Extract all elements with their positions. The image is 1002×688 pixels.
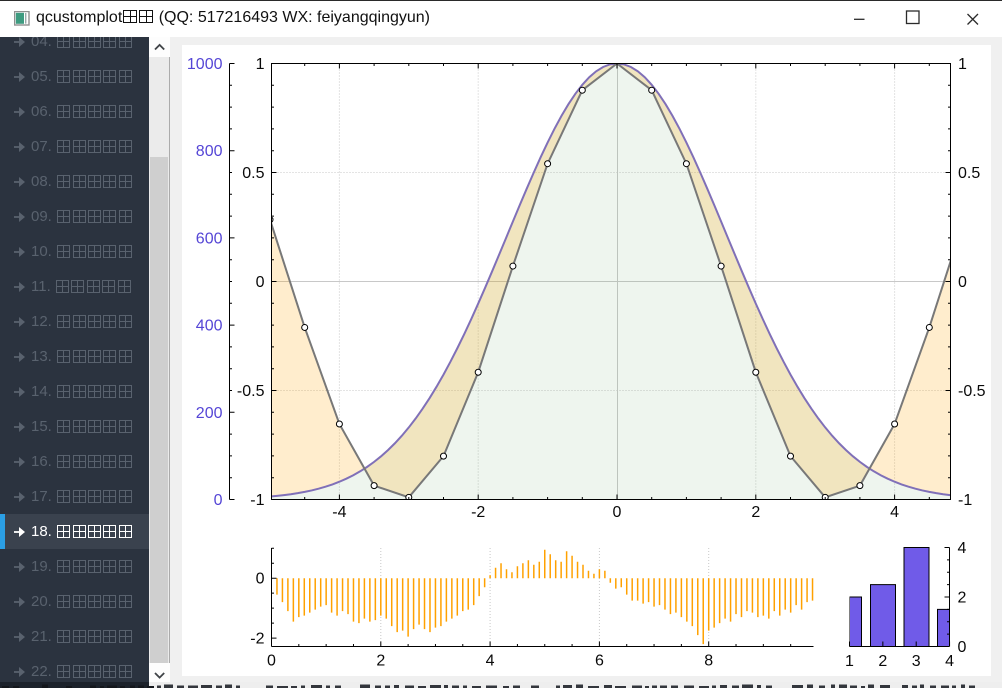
svg-text:4: 4 bbox=[890, 504, 899, 521]
svg-text:200: 200 bbox=[196, 405, 223, 422]
svg-text:1000: 1000 bbox=[187, 56, 223, 73]
svg-text:0: 0 bbox=[256, 274, 265, 291]
svg-text:2: 2 bbox=[376, 652, 385, 669]
svg-text:2: 2 bbox=[878, 653, 887, 670]
svg-text:0: 0 bbox=[958, 274, 967, 291]
svg-text:1: 1 bbox=[958, 56, 967, 73]
svg-text:4: 4 bbox=[958, 540, 967, 557]
svg-text:-1: -1 bbox=[958, 492, 972, 509]
svg-text:8: 8 bbox=[704, 652, 713, 669]
svg-text:-4: -4 bbox=[332, 504, 346, 521]
svg-text:0: 0 bbox=[613, 504, 622, 521]
svg-text:6: 6 bbox=[595, 652, 604, 669]
svg-text:3: 3 bbox=[912, 653, 921, 670]
svg-text:4: 4 bbox=[486, 652, 495, 669]
svg-text:1: 1 bbox=[845, 653, 854, 670]
svg-text:0: 0 bbox=[958, 639, 967, 656]
svg-text:-2: -2 bbox=[250, 631, 264, 648]
svg-text:800: 800 bbox=[196, 143, 223, 160]
svg-text:-0.5: -0.5 bbox=[237, 383, 265, 400]
svg-text:-0.5: -0.5 bbox=[958, 383, 986, 400]
svg-text:0.5: 0.5 bbox=[242, 165, 264, 182]
svg-text:2: 2 bbox=[958, 590, 967, 607]
svg-text:4: 4 bbox=[945, 653, 954, 670]
svg-text:0.5: 0.5 bbox=[958, 165, 980, 182]
svg-text:0: 0 bbox=[214, 492, 223, 509]
svg-text:-2: -2 bbox=[471, 504, 485, 521]
svg-text:600: 600 bbox=[196, 230, 223, 247]
svg-text:0: 0 bbox=[256, 571, 265, 588]
svg-text:0: 0 bbox=[267, 652, 276, 669]
svg-text:400: 400 bbox=[196, 318, 223, 335]
svg-text:1: 1 bbox=[256, 56, 265, 73]
svg-text:-1: -1 bbox=[250, 492, 264, 509]
svg-text:2: 2 bbox=[751, 504, 760, 521]
